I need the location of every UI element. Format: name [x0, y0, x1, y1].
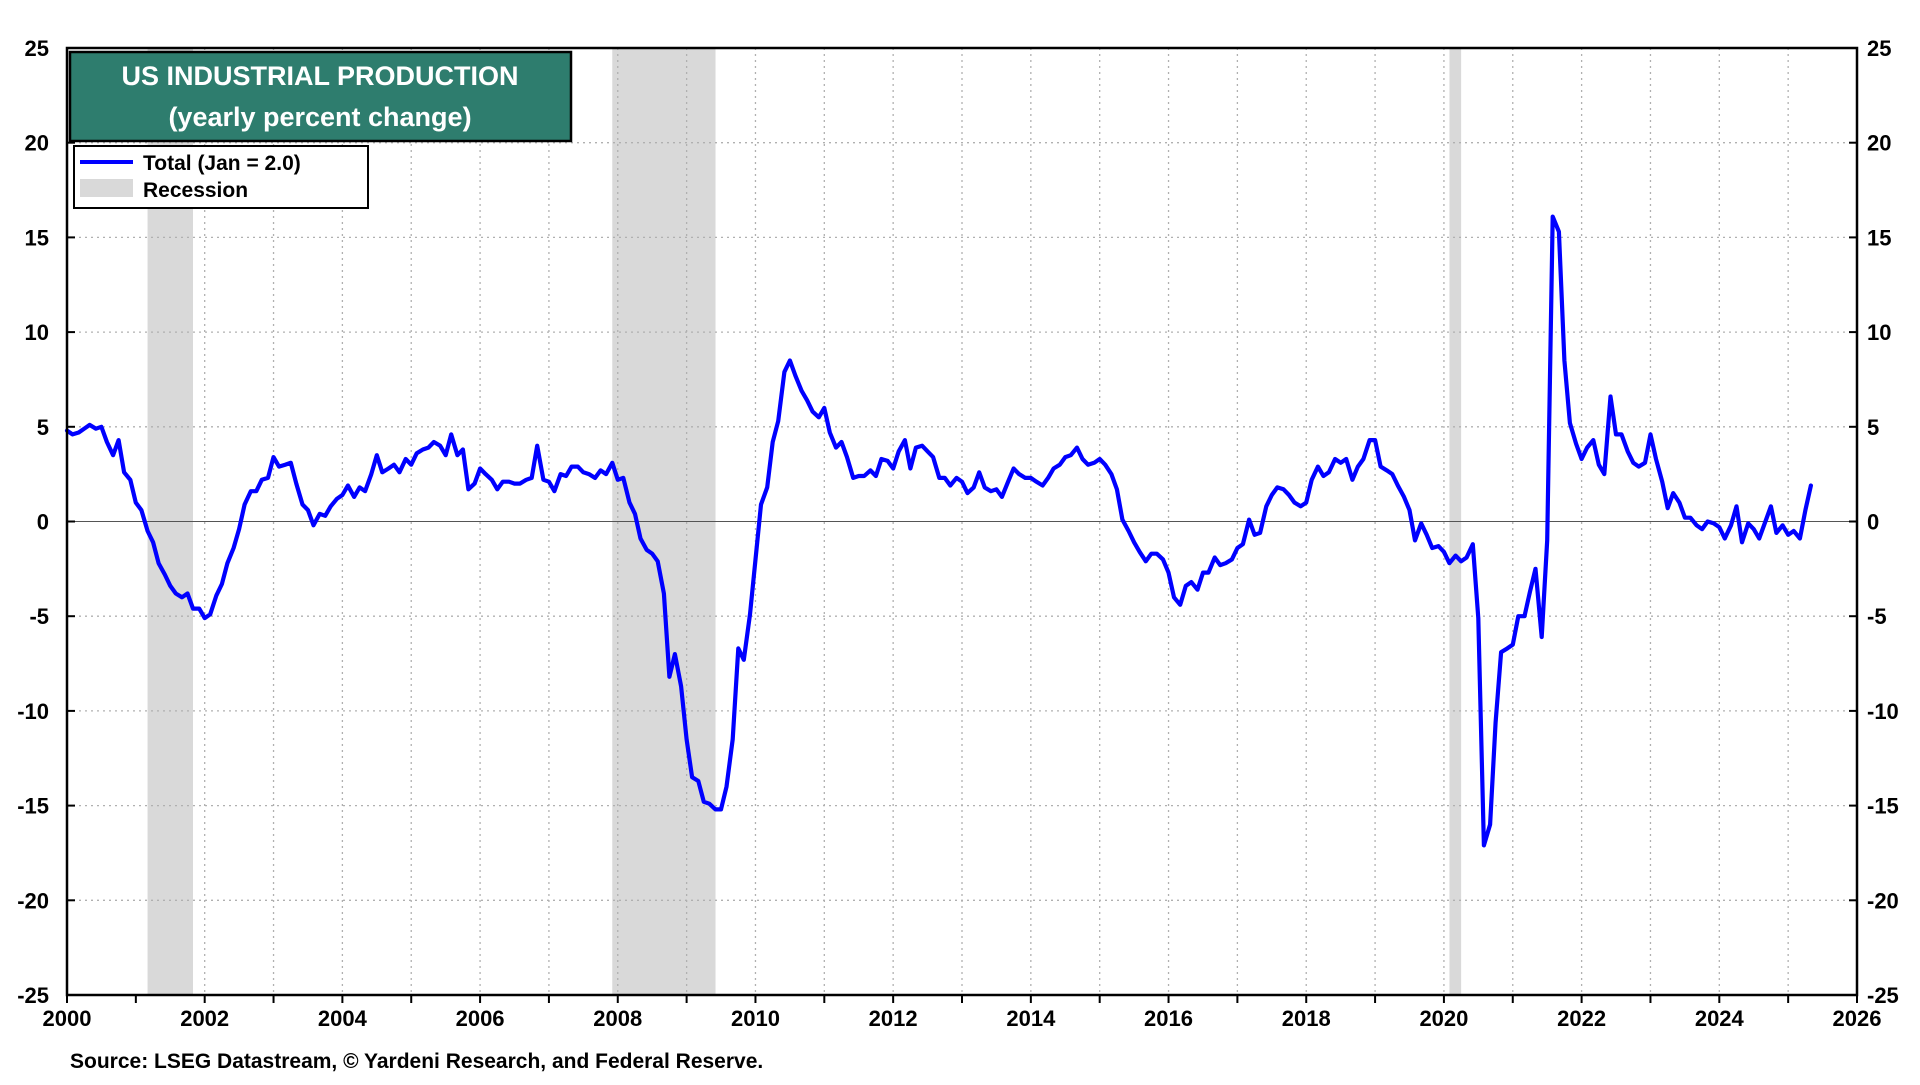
title-box: US INDUSTRIAL PRODUCTION (yearly percent…: [68, 50, 573, 143]
y-tick-label-right: 0: [1867, 510, 1879, 535]
x-tick-label: 2006: [456, 1006, 505, 1031]
axis-ticks: [66, 47, 1858, 1003]
chart-title: US INDUSTRIAL PRODUCTION: [121, 61, 518, 91]
y-tick-label-left: 20: [25, 131, 49, 156]
x-tick-label: 2020: [1419, 1006, 1468, 1031]
y-tick-label-right: 15: [1867, 225, 1891, 250]
right-y-axis: 25 20 15 10 5 0 -5 -10 -15 -20 -25: [1867, 36, 1899, 1008]
y-tick-label-right: 25: [1867, 36, 1891, 61]
legend-series-label: Total (Jan = 2.0): [143, 152, 301, 175]
x-axis: 2000 2002 2004 2006 2008 2010 2012 2014 2016 2018…: [43, 1006, 1882, 1031]
chart-subtitle: (yearly percent change): [168, 102, 471, 132]
title-box-background: [68, 50, 573, 143]
y-tick-label-left: 0: [37, 510, 49, 535]
x-tick-label: 2024: [1695, 1006, 1745, 1031]
x-tick-label: 2002: [180, 1006, 229, 1031]
y-tick-label-left: -15: [17, 794, 49, 819]
left-y-axis: 25 20 15 10 5 0 -5 -10 -15 -20 -25: [17, 36, 49, 1008]
y-tick-label-left: 10: [25, 320, 49, 345]
y-tick-label-left: -25: [17, 983, 49, 1008]
x-tick-label: 2026: [1833, 1006, 1882, 1031]
x-tick-label: 2000: [43, 1006, 92, 1031]
x-tick-label: 2016: [1144, 1006, 1193, 1031]
series-layer: [64, 214, 1813, 848]
y-tick-label-right: -25: [1867, 983, 1899, 1008]
y-tick-label-left: 15: [25, 225, 49, 250]
y-tick-label-right: 5: [1867, 415, 1879, 440]
x-tick-label: 2008: [593, 1006, 642, 1031]
series-line: [64, 214, 1813, 848]
x-tick-label: 2012: [869, 1006, 918, 1031]
y-tick-label-right: -20: [1867, 888, 1899, 913]
x-tick-label: 2004: [318, 1006, 368, 1031]
x-tick-label: 2014: [1006, 1006, 1056, 1031]
legend-recession-label: Recession: [143, 179, 248, 202]
legend-box: [73, 145, 369, 209]
y-tick-label-right: -5: [1867, 604, 1887, 629]
y-tick-label-left: -20: [17, 888, 49, 913]
y-tick-label-right: 10: [1867, 320, 1891, 345]
source-note: Source: LSEG Datastream, © Yardeni Resea…: [70, 1050, 763, 1073]
x-tick-label: 2018: [1282, 1006, 1331, 1031]
y-tick-label-left: -5: [29, 604, 49, 629]
x-tick-label: 2010: [731, 1006, 780, 1031]
x-tick-label: 2022: [1557, 1006, 1606, 1031]
y-tick-label-right: 20: [1867, 131, 1891, 156]
y-tick-label-right: -15: [1867, 794, 1899, 819]
legend: Total (Jan = 2.0) Recession: [73, 145, 369, 209]
y-tick-label-left: 25: [25, 36, 49, 61]
y-tick-label-left: 5: [37, 415, 49, 440]
legend-recession-swatch: [80, 179, 133, 197]
y-tick-label-left: -10: [17, 699, 49, 724]
y-tick-label-right: -10: [1867, 699, 1899, 724]
